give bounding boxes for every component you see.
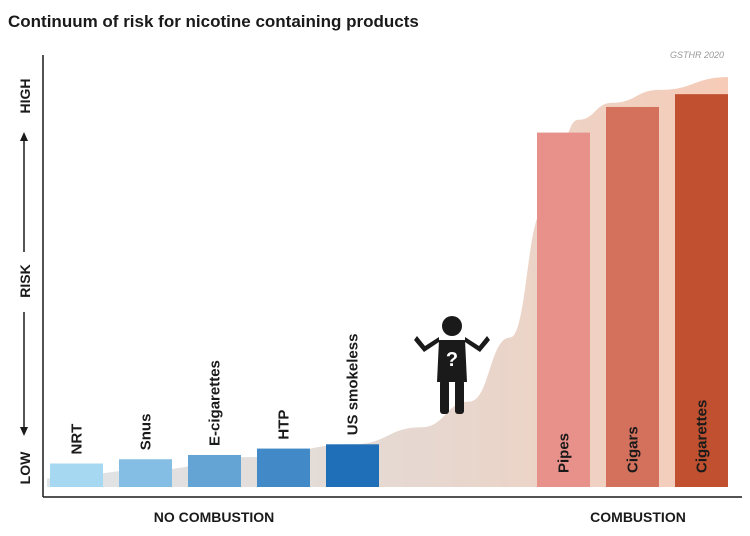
- bar-snus: [119, 459, 172, 487]
- y-axis-low-label: LOW: [17, 451, 33, 484]
- chart-title: Continuum of risk for nicotine containin…: [8, 12, 419, 31]
- person-question-icon: ?: [414, 316, 490, 414]
- bar-cigars: [606, 106, 659, 487]
- bar-pipes: [537, 132, 590, 487]
- group-label-combustion: COMBUSTION: [590, 509, 686, 525]
- y-axis-high-label: HIGH: [17, 79, 33, 114]
- y-axis-up-arrow: [20, 132, 28, 252]
- svg-text:?: ?: [446, 349, 458, 371]
- bar-label-pipes: Pipes: [556, 433, 573, 473]
- y-axis-risk-label: RISK: [17, 264, 33, 297]
- bar-cigarettes: [675, 94, 728, 487]
- y-axis-down-arrow: [20, 312, 28, 436]
- bar-e-cigarettes: [188, 454, 241, 487]
- bar-nrt: [50, 463, 103, 487]
- bar-label-e-cigarettes: E-cigarettes: [207, 360, 224, 446]
- bar-label-us-smokeless: US smokeless: [345, 334, 362, 436]
- source-label: GSTHR 2020: [669, 50, 724, 60]
- group-label-no-combustion: NO COMBUSTION: [154, 509, 275, 525]
- bars-layer: [50, 94, 728, 487]
- bar-label-cigarettes: Cigarettes: [694, 400, 711, 473]
- bar-labels-layer: NRT Snus E-cigarettes HTP US smokeless Pipes C…: [69, 334, 711, 473]
- bar-label-htp: HTP: [276, 410, 293, 440]
- bar-us-smokeless: [326, 444, 379, 487]
- bar-htp: [257, 448, 310, 487]
- bar-label-cigars: Cigars: [625, 426, 642, 473]
- bar-label-snus: Snus: [138, 414, 155, 451]
- bar-label-nrt: NRT: [69, 424, 86, 455]
